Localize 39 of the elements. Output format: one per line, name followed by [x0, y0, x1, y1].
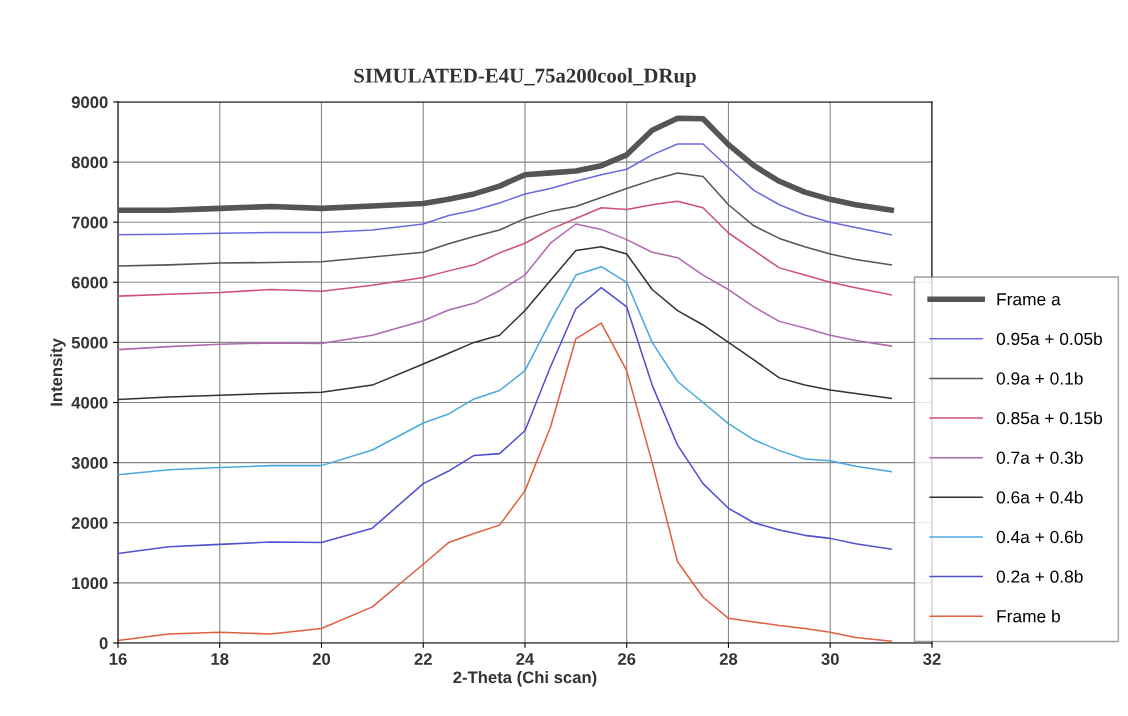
y-tick-label: 6000 [71, 276, 108, 289]
x-tick-label: 28 [719, 653, 738, 665]
legend-label: 0.4a + 0.6b [996, 530, 1083, 544]
line-series [117, 265, 893, 476]
legend-label: 0.7a + 0.3b [996, 451, 1083, 464]
line-series [117, 246, 893, 401]
x-tick-label: 26 [618, 653, 636, 665]
legend-label: 0.9a + 0.1b [996, 371, 1083, 385]
x-tick-label: 22 [414, 653, 432, 665]
y-tick-label: 0 [99, 637, 108, 650]
x-axis-title: 2-Theta (Chi scan) [453, 671, 597, 687]
line-series [117, 143, 893, 236]
y-tick-label: 2000 [71, 517, 108, 529]
legend-label: 0.6a + 0.4b [996, 490, 1083, 504]
x-tick-label: 18 [211, 653, 229, 665]
line-series [117, 172, 893, 267]
x-tick-label: 24 [516, 653, 535, 665]
y-tick-label: 5000 [71, 336, 108, 349]
y-tick-label: 3000 [71, 457, 108, 469]
y-tick-label: 7000 [71, 216, 108, 229]
y-tick-label: 1000 [72, 577, 108, 590]
legend-label: 0.85a + 0.15b [996, 411, 1103, 425]
line-series [117, 286, 893, 555]
y-axis-title: Intensity [50, 338, 66, 406]
legend-label: 0.95a + 0.05b [996, 332, 1103, 346]
y-tick-label: 8000 [71, 156, 108, 169]
chart-title: SIMULATED-E4U_75a200cool_DRup [354, 68, 696, 87]
legend-label: Frame a [997, 293, 1061, 306]
x-tick-label: 32 [923, 653, 941, 665]
line-series [117, 223, 893, 351]
x-tick-label: 20 [312, 653, 331, 665]
x-tick-label: 30 [821, 653, 839, 665]
line-series [117, 322, 893, 642]
y-tick-label: 9000 [71, 96, 108, 109]
y-tick-label: 4000 [71, 396, 108, 409]
legend-label: 0.2a + 0.8b [996, 570, 1083, 583]
line-series [117, 200, 893, 297]
legend-label: Frame b [997, 609, 1060, 623]
x-tick-label: 16 [109, 653, 127, 665]
